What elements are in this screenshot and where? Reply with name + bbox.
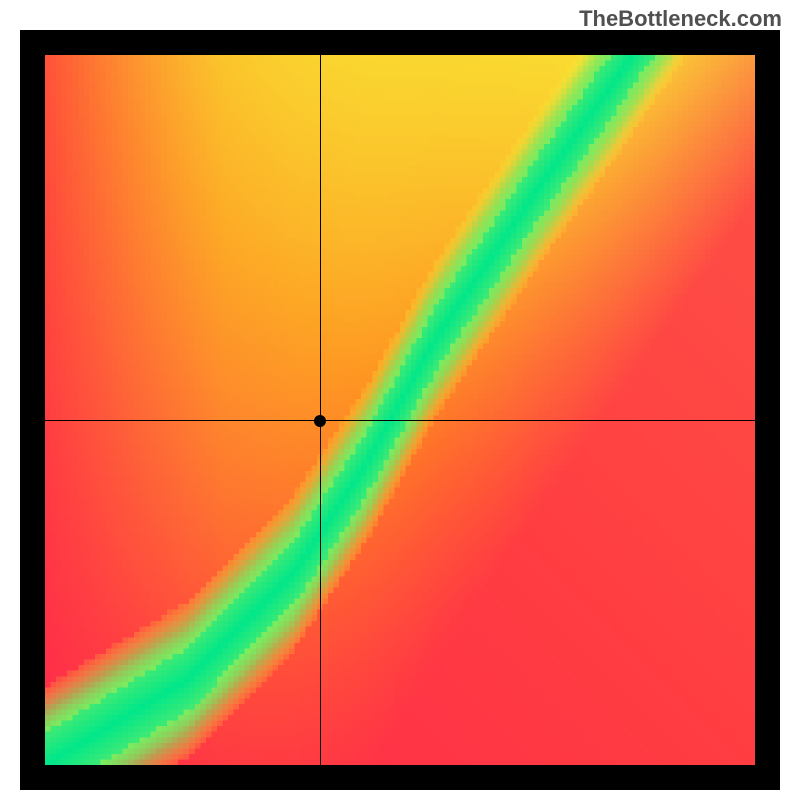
plot-area [45,55,755,765]
watermark-text: TheBottleneck.com [579,6,782,32]
chart-container: TheBottleneck.com [0,0,800,800]
crosshair-vertical [320,55,321,765]
crosshair-horizontal [45,420,755,421]
data-point-marker [314,415,326,427]
heatmap-canvas [45,55,755,765]
